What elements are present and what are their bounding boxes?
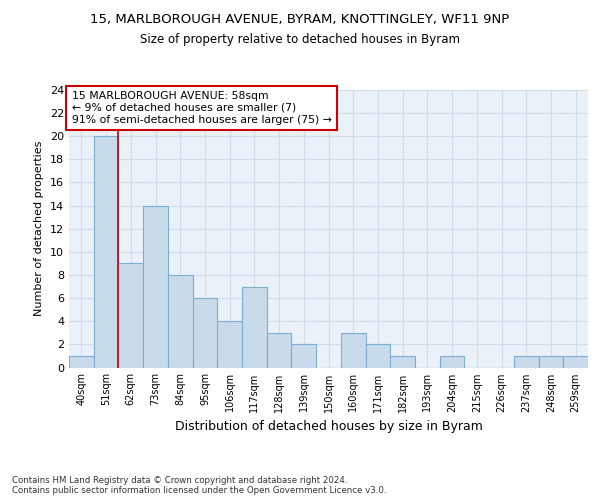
Text: 15 MARLBOROUGH AVENUE: 58sqm
← 9% of detached houses are smaller (7)
91% of semi: 15 MARLBOROUGH AVENUE: 58sqm ← 9% of det…	[71, 92, 331, 124]
Bar	[514, 356, 539, 368]
Text: Size of property relative to detached houses in Byram: Size of property relative to detached ho…	[140, 32, 460, 46]
Bar	[242, 286, 267, 368]
Bar	[390, 356, 415, 368]
Bar	[267, 333, 292, 368]
Text: 15, MARLBOROUGH AVENUE, BYRAM, KNOTTINGLEY, WF11 9NP: 15, MARLBOROUGH AVENUE, BYRAM, KNOTTINGL…	[91, 12, 509, 26]
Bar	[193, 298, 217, 368]
Bar	[94, 136, 118, 368]
Bar	[539, 356, 563, 368]
Bar	[365, 344, 390, 368]
X-axis label: Distribution of detached houses by size in Byram: Distribution of detached houses by size …	[175, 420, 482, 433]
Bar	[217, 322, 242, 368]
Text: Contains HM Land Registry data © Crown copyright and database right 2024.
Contai: Contains HM Land Registry data © Crown c…	[12, 476, 386, 495]
Bar	[168, 275, 193, 368]
Bar	[143, 206, 168, 368]
Y-axis label: Number of detached properties: Number of detached properties	[34, 141, 44, 316]
Bar	[440, 356, 464, 368]
Bar	[292, 344, 316, 368]
Bar	[341, 333, 365, 368]
Bar	[69, 356, 94, 368]
Bar	[563, 356, 588, 368]
Bar	[118, 264, 143, 368]
